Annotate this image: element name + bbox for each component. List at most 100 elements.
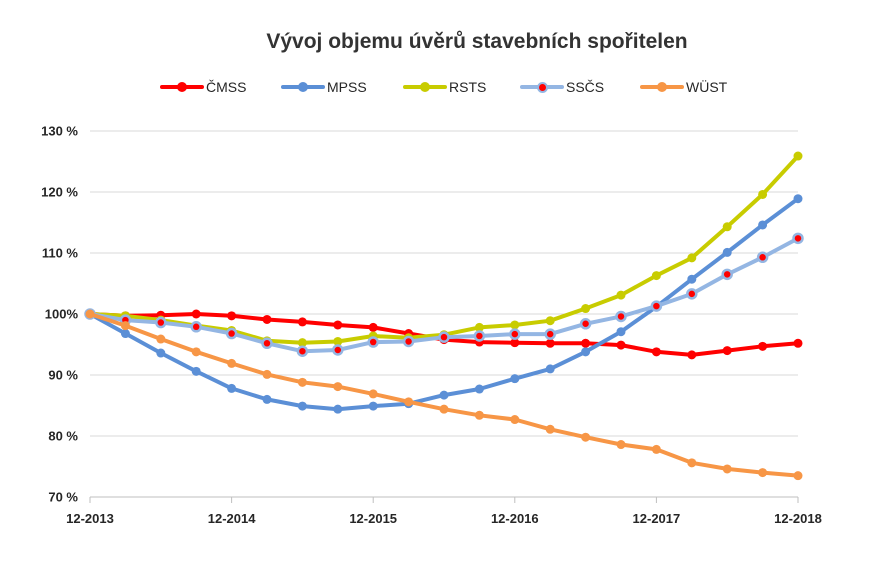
data-point-sscs <box>650 300 663 312</box>
data-point-sscs <box>190 321 202 333</box>
data-point-cmss <box>758 341 768 351</box>
data-point-sscs <box>296 345 309 357</box>
legend-label-sscs: SSČS <box>566 79 605 95</box>
data-point-cmss <box>616 340 626 350</box>
data-point-rsts <box>651 271 661 281</box>
data-point-cmss <box>545 338 555 348</box>
legend-label-wust: WÜST <box>686 79 728 95</box>
y-tick-label: 130 % <box>41 124 78 139</box>
data-point-sscs <box>686 288 698 300</box>
y-tick-label: 80 % <box>48 429 78 444</box>
data-point-cmss <box>581 338 591 348</box>
data-point-wust <box>616 440 626 450</box>
data-point-rsts <box>545 316 555 326</box>
series-line-mpss <box>88 196 800 412</box>
data-point-wust <box>545 424 555 434</box>
x-tick-label: 12-2014 <box>208 511 256 526</box>
data-point-mpss <box>227 383 237 393</box>
data-point-rsts <box>722 222 732 232</box>
data-point-wust <box>262 369 272 379</box>
data-point-sscs <box>579 318 592 330</box>
data-point-wust <box>474 410 484 420</box>
data-point-rsts <box>581 304 591 314</box>
data-point-mpss <box>581 347 591 357</box>
data-point-cmss <box>191 309 201 319</box>
y-tick-label: 100% <box>45 307 79 322</box>
data-point-rsts <box>758 189 768 199</box>
data-point-mpss <box>262 394 272 404</box>
legend-item-mpss: MPSS <box>281 76 367 98</box>
x-tick-label: 12-2013 <box>66 511 114 526</box>
data-point-sscs <box>792 232 804 245</box>
data-point-rsts <box>687 253 697 263</box>
data-point-cmss <box>297 317 307 327</box>
x-tick-label: 12-2016 <box>491 511 539 526</box>
legend-swatch-sscs <box>520 80 564 94</box>
data-point-wust <box>227 358 237 368</box>
legend-swatch-cmss <box>160 80 204 94</box>
legend-item-wust: WÜST <box>640 76 727 98</box>
data-point-cmss <box>368 322 378 332</box>
data-point-mpss <box>758 220 768 230</box>
data-point-mpss <box>474 384 484 394</box>
legend-item-cmss: ČMSS <box>160 76 246 98</box>
data-point-mpss <box>722 247 732 257</box>
y-tick-label: 120 % <box>41 185 78 200</box>
legend-label-mpss: MPSS <box>327 79 367 95</box>
data-point-mpss <box>439 390 449 400</box>
legend-label-rsts: RSTS <box>449 79 487 95</box>
data-point-mpss <box>545 364 555 374</box>
data-point-wust <box>333 382 343 392</box>
data-point-mpss <box>616 327 626 337</box>
data-point-rsts <box>333 336 343 346</box>
data-point-sscs <box>615 310 627 323</box>
data-point-cmss <box>793 338 803 348</box>
data-point-cmss <box>510 338 520 348</box>
x-tick-label: 12-2018 <box>774 511 822 526</box>
data-point-cmss <box>262 314 272 324</box>
data-point-wust <box>793 471 803 481</box>
data-point-sscs <box>509 328 521 340</box>
data-point-cmss <box>687 350 697 360</box>
data-point-wust <box>120 321 130 331</box>
data-point-wust <box>581 432 591 442</box>
data-point-sscs <box>721 268 733 281</box>
data-point-mpss <box>793 194 803 204</box>
data-point-sscs <box>155 316 167 329</box>
legend-item-sscs: SSČS <box>520 76 604 98</box>
data-point-sscs <box>367 336 379 348</box>
y-tick-label: 70 % <box>48 490 78 505</box>
legend-swatch-wust <box>640 80 684 94</box>
data-point-mpss <box>510 374 520 384</box>
data-point-mpss <box>191 366 201 376</box>
data-point-rsts <box>510 320 520 330</box>
data-point-wust <box>156 334 166 344</box>
data-point-wust <box>651 444 661 454</box>
data-point-cmss <box>333 320 343 330</box>
data-point-sscs <box>438 331 450 343</box>
data-point-mpss <box>368 401 378 411</box>
data-point-rsts <box>616 290 626 300</box>
data-point-mpss <box>297 401 307 411</box>
data-point-sscs <box>473 330 486 342</box>
data-point-rsts <box>793 151 803 161</box>
data-point-wust <box>510 415 520 425</box>
data-point-mpss <box>120 329 130 339</box>
data-point-wust <box>439 404 449 414</box>
data-point-rsts <box>474 322 484 332</box>
y-tick-label: 90 % <box>48 368 78 383</box>
legend-swatch-mpss <box>281 80 325 94</box>
data-point-wust <box>85 309 95 319</box>
data-point-cmss <box>227 311 237 321</box>
legend-label-cmss: ČMSS <box>206 79 247 95</box>
data-point-mpss <box>687 274 697 284</box>
data-point-wust <box>722 464 732 474</box>
x-tick-label: 12-2017 <box>633 511 681 526</box>
legend-item-rsts: RSTS <box>403 76 486 98</box>
data-point-rsts <box>297 338 307 348</box>
data-point-sscs <box>756 251 769 264</box>
legend: ČMSS MPSS RSTS SSČS WÜST <box>0 76 874 98</box>
data-point-cmss <box>722 346 732 356</box>
legend-swatch-rsts <box>403 80 447 94</box>
